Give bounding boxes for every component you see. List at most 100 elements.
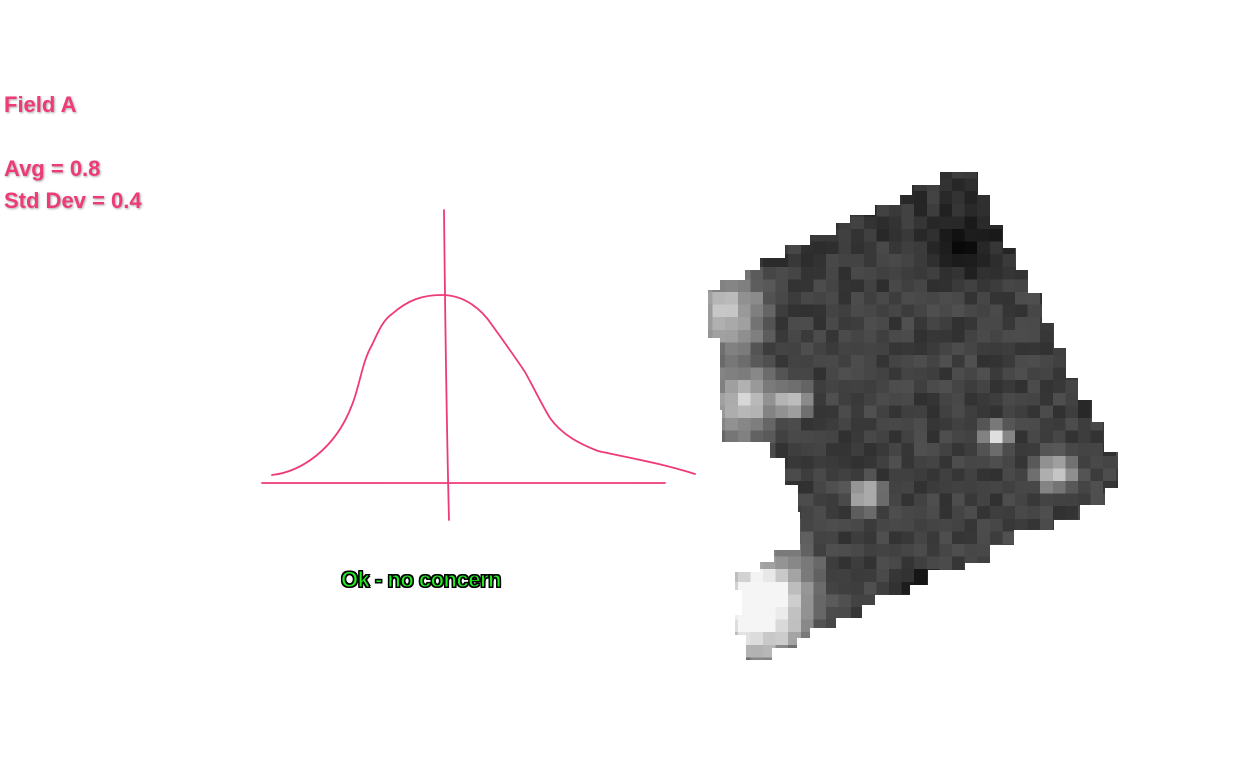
raster-pixel xyxy=(826,266,839,280)
raster-pixel xyxy=(1128,355,1130,368)
raster-pixel xyxy=(952,506,965,520)
raster-pixel xyxy=(813,392,827,406)
raster-pixel xyxy=(1027,607,1041,620)
raster-pixel xyxy=(1052,178,1066,192)
raster-pixel xyxy=(1002,405,1016,419)
raster-pixel xyxy=(914,355,928,368)
raster-pixel xyxy=(1103,632,1117,646)
raster-pixel xyxy=(952,241,965,255)
raster-pixel xyxy=(750,317,764,331)
raster-pixel xyxy=(788,632,802,646)
raster-pixel xyxy=(977,644,991,658)
raster-pixel xyxy=(813,657,827,660)
raster-pixel xyxy=(763,229,776,242)
raster-pixel xyxy=(1128,443,1130,456)
raster-pixel xyxy=(863,279,877,293)
raster-pixel xyxy=(788,172,802,179)
raster-pixel xyxy=(737,430,751,444)
raster-pixel xyxy=(800,632,814,646)
raster-pixel xyxy=(939,266,953,280)
raster-pixel xyxy=(926,531,940,545)
raster-pixel xyxy=(838,418,852,431)
raster-pixel xyxy=(1002,443,1016,457)
raster-pixel xyxy=(1128,468,1130,481)
raster-pixel xyxy=(813,172,827,179)
raster-pixel xyxy=(939,518,953,532)
raster-pixel xyxy=(737,418,751,431)
raster-pixel xyxy=(914,544,928,557)
raster-pixel xyxy=(737,172,751,179)
raster-pixel xyxy=(1090,191,1104,205)
raster-pixel xyxy=(813,594,827,608)
raster-pixel xyxy=(964,632,978,646)
raster-pixel xyxy=(964,468,978,482)
raster-pixel xyxy=(1078,594,1091,608)
raster-pixel xyxy=(775,172,789,179)
raster-pixel xyxy=(800,657,814,660)
raster-pixel xyxy=(851,405,865,419)
raster-pixel xyxy=(1015,392,1028,406)
raster-pixel xyxy=(813,367,827,381)
raster-pixel xyxy=(763,203,776,217)
raster-pixel xyxy=(939,481,953,494)
raster-pixel xyxy=(926,506,940,520)
raster-pixel xyxy=(737,468,751,482)
raster-pixel xyxy=(1078,481,1091,494)
raster-pixel xyxy=(1040,380,1054,394)
raster-pixel xyxy=(712,644,726,658)
raster-pixel xyxy=(800,493,814,507)
raster-pixel xyxy=(977,178,991,192)
raster-pixel xyxy=(1027,518,1041,532)
raster-pixel xyxy=(1040,443,1054,457)
raster-pixel xyxy=(763,418,776,431)
raster-pixel xyxy=(725,481,739,494)
raster-pixel xyxy=(939,229,953,242)
raster-pixel xyxy=(926,216,940,230)
raster-pixel xyxy=(826,481,839,494)
raster-pixel xyxy=(1103,367,1117,381)
raster-pixel xyxy=(964,380,978,394)
raster-pixel xyxy=(1078,254,1091,268)
raster-pixel xyxy=(1052,644,1066,658)
raster-pixel xyxy=(1027,493,1041,507)
raster-pixel xyxy=(1015,191,1028,205)
raster-pixel xyxy=(813,203,827,217)
raster-pixel xyxy=(1002,531,1016,545)
raster-pixel xyxy=(952,342,965,356)
raster-pixel xyxy=(838,481,852,494)
raster-pixel xyxy=(1103,418,1117,431)
raster-pixel xyxy=(952,418,965,431)
raster-pixel xyxy=(914,216,928,230)
raster-pixel xyxy=(1103,443,1117,457)
raster-pixel xyxy=(750,581,764,595)
raster-pixel xyxy=(775,644,789,658)
raster-pixel xyxy=(863,493,877,507)
raster-pixel xyxy=(725,594,739,608)
raster-pixel xyxy=(763,191,776,205)
raster-pixel xyxy=(889,329,902,343)
raster-pixel xyxy=(901,506,915,520)
raster-pixel xyxy=(1052,405,1066,419)
raster-pixel xyxy=(813,506,827,520)
raster-pixel xyxy=(1040,279,1054,293)
raster-pixel xyxy=(901,254,915,268)
raster-pixel xyxy=(901,481,915,494)
raster-pixel xyxy=(813,607,827,620)
raster-pixel xyxy=(708,203,713,217)
raster-pixel xyxy=(1027,619,1041,633)
raster-pixel xyxy=(851,342,865,356)
raster-pixel xyxy=(838,619,852,633)
raster-pixel xyxy=(1040,172,1054,179)
raster-pixel xyxy=(876,556,890,570)
raster-pixel xyxy=(863,216,877,230)
raster-pixel xyxy=(1128,342,1130,355)
raster-pixel xyxy=(1015,493,1028,507)
raster-pixel xyxy=(851,203,865,217)
raster-pixel xyxy=(939,581,953,595)
raster-pixel xyxy=(926,481,940,494)
raster-pixel xyxy=(889,418,902,431)
raster-pixel xyxy=(1015,405,1028,419)
raster-pixel xyxy=(800,342,814,356)
raster-pixel xyxy=(1078,443,1091,457)
raster-pixel xyxy=(826,455,839,469)
